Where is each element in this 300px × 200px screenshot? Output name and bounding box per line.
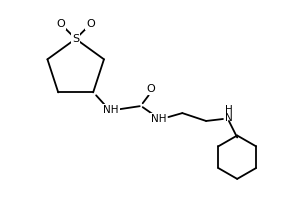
- Text: O: O: [146, 84, 155, 94]
- Text: NH: NH: [103, 105, 119, 115]
- Text: H: H: [225, 105, 233, 115]
- Text: NH: NH: [151, 114, 166, 124]
- Text: O: O: [86, 19, 95, 29]
- Text: O: O: [56, 19, 65, 29]
- Text: N: N: [225, 113, 233, 123]
- Text: S: S: [72, 34, 79, 44]
